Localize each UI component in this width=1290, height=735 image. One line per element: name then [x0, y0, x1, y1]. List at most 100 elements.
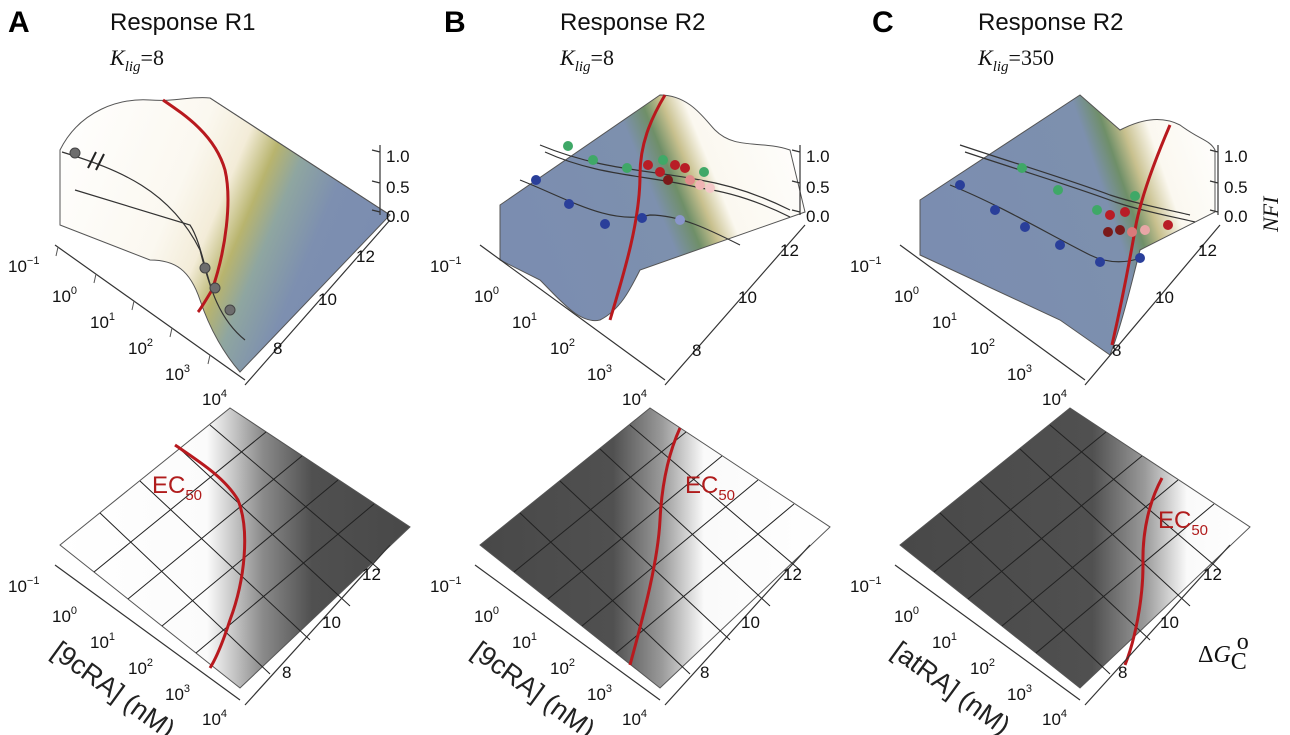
- data-point: [643, 160, 653, 170]
- panel-title: Response R2: [560, 9, 705, 36]
- conc-tick: 10−1: [850, 575, 881, 596]
- dg-tick: 12: [356, 247, 375, 266]
- response-surface: [59, 97, 391, 373]
- conc-axis-label: [9cRA] (nM): [46, 636, 180, 735]
- k-lig-label: Klig=350: [977, 45, 1054, 75]
- data-point: [1135, 253, 1145, 263]
- dg-tick: 10: [738, 288, 757, 307]
- data-point: [685, 175, 695, 185]
- conc-tick: 100: [52, 285, 77, 306]
- data-point: [224, 304, 236, 316]
- data-point: [209, 282, 221, 294]
- data-point: [680, 163, 690, 173]
- k-lig-label: Klig=8: [109, 45, 164, 75]
- data-point: [588, 155, 598, 165]
- dg-tick: 12: [362, 565, 381, 584]
- panel-c: C Response R2 Klig=350: [850, 6, 1283, 735]
- conc-tick: 102: [970, 657, 995, 678]
- data-point: [531, 175, 541, 185]
- response-surface: [919, 94, 1216, 356]
- panel-a: A Response R1 Klig=8 1.0 0.5 0.0: [8, 6, 411, 735]
- data-point: [658, 155, 668, 165]
- dg-tick: 12: [1203, 565, 1222, 584]
- dg-tick: 8: [282, 663, 291, 682]
- conc-tick: 102: [550, 657, 575, 678]
- conc-tick: 104: [622, 388, 647, 409]
- data-point: [622, 163, 632, 173]
- data-point: [1130, 191, 1140, 201]
- z-tick: 0.5: [806, 178, 830, 197]
- ec50-heatmap: EC50: [59, 407, 411, 689]
- data-point: [1140, 225, 1150, 235]
- conc-tick: 10−1: [430, 255, 461, 276]
- panel-label: C: [872, 6, 894, 39]
- dg-tick: 8: [273, 339, 282, 358]
- data-point: [1105, 210, 1115, 220]
- z-tick: 1.0: [386, 147, 410, 166]
- response-surface: [499, 94, 806, 322]
- data-point: [1017, 163, 1027, 173]
- data-point: [69, 147, 81, 159]
- ec50-label: EC50: [152, 472, 202, 504]
- panel-title: Response R2: [978, 9, 1123, 36]
- dg-axis-top: 12 10 8: [664, 224, 806, 386]
- conc-tick: 101: [90, 311, 115, 332]
- data-point: [1095, 257, 1105, 267]
- conc-tick: 100: [894, 605, 919, 626]
- conc-axis-top: 10−1 100 101 102 103 104: [850, 244, 1086, 409]
- data-point: [1127, 227, 1137, 237]
- dg-axis-label: ΔGCo: [1198, 629, 1249, 675]
- data-point: [1115, 225, 1125, 235]
- data-point: [1092, 205, 1102, 215]
- conc-tick: 103: [1007, 683, 1032, 704]
- dg-tick: 10: [1160, 613, 1179, 632]
- conc-tick: 100: [52, 605, 77, 626]
- conc-tick: 100: [894, 285, 919, 306]
- data-point: [564, 199, 574, 209]
- data-point: [990, 205, 1000, 215]
- dg-tick: 10: [318, 290, 337, 309]
- data-point: [1163, 220, 1173, 230]
- conc-tick: 104: [202, 388, 227, 409]
- conc-tick: 103: [1007, 363, 1032, 384]
- data-point: [655, 167, 665, 177]
- z-tick: 0.5: [1224, 178, 1248, 197]
- data-point: [563, 141, 573, 151]
- conc-tick: 10−1: [8, 575, 39, 596]
- conc-tick: 10−1: [850, 255, 881, 276]
- conc-tick: 103: [587, 363, 612, 384]
- data-point: [955, 180, 965, 190]
- dg-tick: 8: [700, 663, 709, 682]
- data-point: [600, 219, 610, 229]
- panel-b: B Response R2 Klig=8: [430, 6, 831, 735]
- conc-tick: 101: [512, 311, 537, 332]
- data-point: [1055, 240, 1065, 250]
- k-lig-label: Klig=8: [559, 45, 614, 75]
- conc-tick: 100: [474, 605, 499, 626]
- dg-tick: 12: [1198, 241, 1217, 260]
- dg-tick: 12: [780, 241, 799, 260]
- ec50-heatmap: EC50: [479, 407, 831, 689]
- dg-tick: 10: [322, 613, 341, 632]
- data-point: [663, 175, 673, 185]
- conc-tick: 101: [932, 631, 957, 652]
- conc-tick: 10−1: [8, 255, 39, 276]
- dg-tick: 8: [692, 341, 701, 360]
- dg-tick: 10: [1155, 288, 1174, 307]
- conc-axis-label: [atRA] (nM): [886, 636, 1015, 735]
- conc-tick: 104: [1042, 388, 1067, 409]
- data-point: [705, 183, 715, 193]
- dg-tick: 8: [1118, 663, 1127, 682]
- conc-tick: 102: [128, 337, 153, 358]
- conc-tick: 10−1: [430, 575, 461, 596]
- data-point: [1103, 227, 1113, 237]
- conc-tick: 101: [932, 311, 957, 332]
- conc-tick: 104: [622, 708, 647, 729]
- conc-tick: 102: [550, 337, 575, 358]
- z-tick: 1.0: [806, 147, 830, 166]
- dg-tick: 8: [1112, 341, 1121, 360]
- data-point: [1020, 222, 1030, 232]
- z-axis: 1.0 0.5 0.0 NFI: [1209, 145, 1283, 233]
- ec50-heatmap: EC50: [899, 407, 1251, 689]
- conc-tick: 104: [202, 708, 227, 729]
